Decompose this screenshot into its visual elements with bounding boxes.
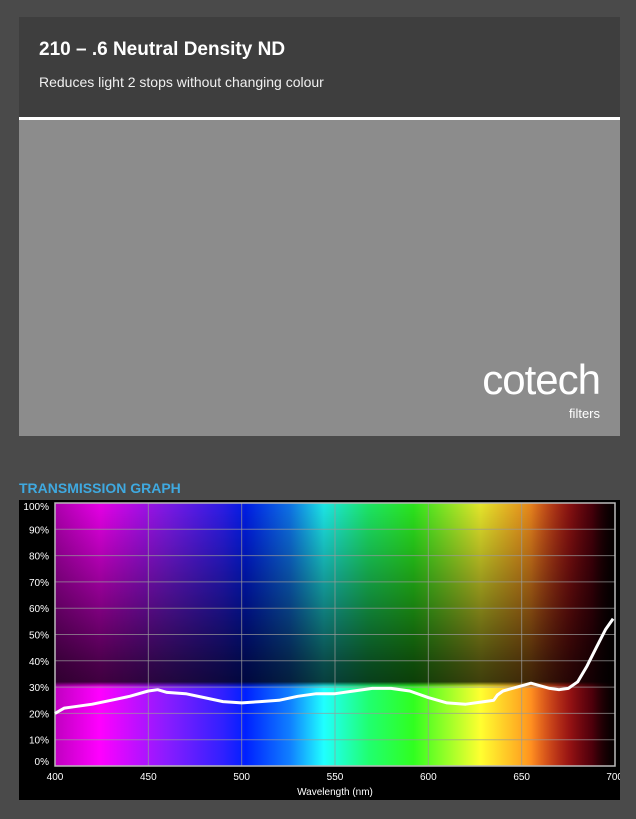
x-tick-label: 600 (420, 772, 437, 783)
x-axis-label: Wavelength (nm) (297, 787, 373, 798)
transmission-chart: 0% 10% 20% 30% 40% 50% 60% 70% 80% 90% 100% 400 450 5… (19, 500, 623, 800)
divider (19, 117, 620, 120)
plot-border (54, 502, 616, 767)
y-tick-label: 80% (29, 552, 49, 563)
x-tick-label: 550 (327, 772, 344, 783)
logo-subtext: filters (568, 406, 600, 421)
transmission-line (54, 617, 615, 715)
y-tick-label: 70% (29, 578, 49, 589)
x-tick-label: 400 (47, 772, 64, 783)
filter-title: 210 – .6 Neutral Density ND (39, 39, 286, 60)
filter-subtitle: Reduces light 2 stops without changing c… (39, 74, 324, 90)
y-tick-label: 50% (29, 631, 49, 642)
y-tick-label: 10% (29, 736, 49, 747)
filter-header: 210 – .6 Neutral Density ND Reduces ligh… (19, 17, 620, 117)
logo-text: cotech (482, 356, 601, 403)
y-tick-label: 30% (29, 683, 49, 694)
y-tick-label: 40% (29, 657, 49, 668)
y-tick-label: 60% (29, 604, 49, 615)
y-tick-label: 0% (35, 757, 50, 768)
x-tick-label: 700 (606, 772, 620, 783)
y-tick-label: 90% (29, 525, 49, 536)
x-tick-label: 650 (513, 772, 530, 783)
x-tick-label: 500 (233, 772, 250, 783)
y-tick-label: 100% (23, 502, 49, 513)
x-tick-label: 450 (140, 772, 157, 783)
cotech-logo: cotech filters (482, 356, 601, 422)
section-title: TRANSMISSION GRAPH (19, 480, 181, 496)
y-tick-label: 20% (29, 709, 49, 720)
color-swatch: cotech filters (19, 120, 620, 436)
chart-svg: 0% 10% 20% 30% 40% 50% 60% 70% 80% 90% 100% 400 450 5… (23, 502, 623, 798)
